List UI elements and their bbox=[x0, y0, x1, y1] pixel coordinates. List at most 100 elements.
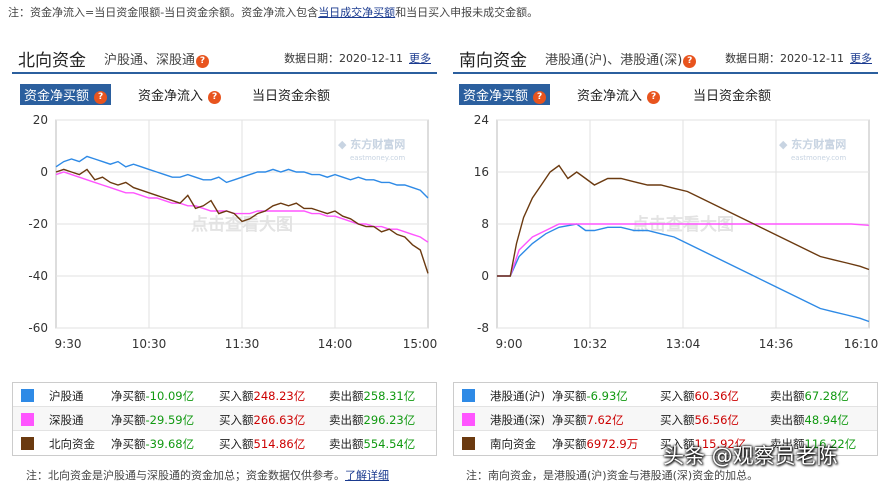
help-icon[interactable]: ? bbox=[94, 91, 108, 104]
learn-more-link[interactable]: 了解详细 bbox=[345, 469, 389, 482]
legend-buy: 买入额514.86亿 bbox=[219, 436, 305, 452]
help-icon[interactable]: ? bbox=[647, 91, 661, 104]
help-icon[interactable]: ? bbox=[533, 91, 547, 104]
buy-value: 514.86亿 bbox=[253, 437, 306, 451]
sell-label: 卖出额 bbox=[770, 389, 805, 403]
sell-value: 116.22亿 bbox=[804, 437, 857, 451]
legend-name: 南向资金 bbox=[490, 437, 536, 451]
legend-swatch bbox=[462, 437, 475, 450]
sell-value: 258.31亿 bbox=[363, 389, 416, 403]
buy-label: 买入额 bbox=[660, 389, 695, 403]
sell-value: 48.94亿 bbox=[804, 413, 849, 427]
logo-watermark: ◆ 东方财富网 bbox=[338, 137, 405, 151]
buy-label: 买入额 bbox=[660, 437, 695, 451]
chart-svg: 20 0 -20 -40 -60 9:30 10:30 11:30 14:00 15:00 ◆ 东方… bbox=[28, 113, 437, 351]
series-line bbox=[55, 168, 429, 274]
panel-subtitle-text: 沪股通、深股通 bbox=[104, 53, 196, 68]
y-tick-label: 0 bbox=[481, 269, 489, 283]
x-tick-label: 14:00 bbox=[318, 337, 353, 351]
legend-buy: 买入额115.92亿 bbox=[660, 436, 746, 452]
buy-label: 买入额 bbox=[219, 413, 254, 427]
panel-title: 北向资金 bbox=[18, 51, 86, 71]
x-tick-label: 15:00 bbox=[403, 337, 437, 351]
panel-tabs: 资金净买额 ? 资金净流入 ? 当日资金余额 bbox=[12, 74, 437, 110]
legend-row: 港股通(深) 净买额7.62亿 买入额56.56亿 卖出额48.94亿 bbox=[454, 407, 877, 431]
sell-value: 67.28亿 bbox=[804, 389, 849, 403]
northbound-chart[interactable]: 20 0 -20 -40 -60 9:30 10:30 11:30 14:00 15:00 ◆ 东方… bbox=[12, 110, 437, 372]
date-label: 数据日期：2020-12-11 bbox=[725, 52, 844, 65]
y-tick-label: 0 bbox=[40, 165, 48, 179]
legend-net: 净买额6972.9万 bbox=[552, 436, 638, 452]
x-tick-label: 11:30 bbox=[225, 337, 260, 351]
legend-name: 深股通 bbox=[49, 413, 84, 427]
tab-net-inflow[interactable]: 资金净流入 ? bbox=[573, 84, 664, 105]
view-large-watermark: 点击查看大图 bbox=[191, 214, 293, 235]
net-buy-link[interactable]: 当日成交净买额 bbox=[318, 6, 396, 19]
northbound-panel: 北向资金 沪股通、深股通? 数据日期：2020-12-11 更多 资金净买额 ? … bbox=[12, 38, 437, 456]
x-tick-label: 10:30 bbox=[132, 337, 167, 351]
buy-label: 买入额 bbox=[219, 437, 254, 451]
legend-buy: 买入额56.56亿 bbox=[660, 412, 739, 428]
panel-subtitle: 港股通(沪)、港股通(深)? bbox=[545, 49, 697, 68]
legend-sell: 卖出额258.31亿 bbox=[329, 388, 415, 404]
sell-value: 296.23亿 bbox=[363, 413, 416, 427]
more-link[interactable]: 更多 bbox=[409, 52, 431, 65]
author-watermark: 头条 @观察员老陈 bbox=[663, 444, 838, 468]
chart-svg: 24 16 8 0 -8 9:00 10:32 13:04 14:36 16:10 ◆ 东方财富网 e… bbox=[474, 113, 878, 351]
logo-watermark: ◆ 东方财富网 bbox=[779, 137, 846, 151]
tab-label: 资金净流入 bbox=[138, 89, 204, 104]
net-label: 净买额 bbox=[552, 413, 587, 427]
net-value: 7.62亿 bbox=[586, 413, 624, 427]
help-icon[interactable]: ? bbox=[683, 55, 697, 68]
logo-watermark-sub: eastmoney.com bbox=[791, 154, 846, 162]
legend-sell: 卖出额116.22亿 bbox=[770, 436, 856, 452]
legend-name: 沪股通 bbox=[49, 389, 84, 403]
tab-label: 资金净买额 bbox=[463, 89, 529, 104]
panel-subtitle: 沪股通、深股通? bbox=[104, 49, 210, 68]
legend-name: 北向资金 bbox=[49, 437, 95, 451]
legend-sell: 卖出额48.94亿 bbox=[770, 412, 849, 428]
y-tick-label: -8 bbox=[477, 321, 489, 335]
tab-net-inflow[interactable]: 资金净流入 ? bbox=[134, 84, 225, 105]
tab-label: 资金净流入 bbox=[577, 89, 643, 104]
net-value: -6.93亿 bbox=[586, 389, 628, 403]
net-label: 净买额 bbox=[111, 389, 146, 403]
legend-net: 净买额7.62亿 bbox=[552, 412, 624, 428]
date-label: 数据日期：2020-12-11 bbox=[284, 52, 403, 65]
buy-value: 266.63亿 bbox=[253, 413, 306, 427]
footnote-text: 注：北向资金是沪股通与深股通的资金加总；资金数据仅供参考。 bbox=[26, 469, 345, 482]
help-icon[interactable]: ? bbox=[196, 55, 210, 68]
legend-row: 深股通 净买额-29.59亿 买入额266.63亿 卖出额296.23亿 bbox=[13, 407, 436, 431]
tab-balance[interactable]: 当日资金余额 bbox=[689, 84, 775, 105]
x-tick-label: 16:10 bbox=[844, 337, 878, 351]
y-tick-label: -60 bbox=[28, 321, 48, 335]
legend-buy: 买入额266.63亿 bbox=[219, 412, 305, 428]
x-tick-label: 10:32 bbox=[573, 337, 608, 351]
y-tick-label: 16 bbox=[474, 165, 489, 179]
legend-net: 净买额-6.93亿 bbox=[552, 388, 628, 404]
tab-net-buy[interactable]: 资金净买额 ? bbox=[20, 84, 112, 105]
help-icon[interactable]: ? bbox=[208, 91, 222, 104]
net-value: 6972.9万 bbox=[586, 437, 639, 451]
tab-label: 当日资金余额 bbox=[252, 89, 331, 104]
net-label: 净买额 bbox=[111, 437, 146, 451]
buy-label: 买入额 bbox=[219, 389, 254, 403]
legend-swatch bbox=[462, 413, 475, 426]
top-note-text: 注：资金净流入=当日资金限额-当日资金余额。资金净流入包含 bbox=[8, 6, 319, 19]
y-tick-label: -40 bbox=[28, 269, 48, 283]
legend-name: 港股通(深) bbox=[490, 413, 545, 427]
tab-balance[interactable]: 当日资金余额 bbox=[248, 84, 334, 105]
sell-label: 卖出额 bbox=[770, 413, 805, 427]
southbound-chart[interactable]: 24 16 8 0 -8 9:00 10:32 13:04 14:36 16:10 ◆ 东方财富网 e… bbox=[453, 110, 878, 372]
legend-row: 沪股通 净买额-10.09亿 买入额248.23亿 卖出额258.31亿 bbox=[13, 383, 436, 407]
buy-value: 56.56亿 bbox=[694, 413, 739, 427]
panel-tabs: 资金净买额 ? 资金净流入 ? 当日资金余额 bbox=[453, 74, 878, 110]
tab-net-buy[interactable]: 资金净买额 ? bbox=[459, 84, 551, 105]
panel-subtitle-text: 港股通(沪)、港股通(深) bbox=[545, 53, 683, 68]
legend-row: 港股通(沪) 净买额-6.93亿 买入额60.36亿 卖出额67.28亿 bbox=[454, 383, 877, 407]
legend-net: 净买额-39.68亿 bbox=[111, 436, 194, 452]
net-label: 净买额 bbox=[111, 413, 146, 427]
legend-name: 港股通(沪) bbox=[490, 389, 545, 403]
more-link[interactable]: 更多 bbox=[850, 52, 872, 65]
tab-label: 资金净买额 bbox=[24, 89, 90, 104]
